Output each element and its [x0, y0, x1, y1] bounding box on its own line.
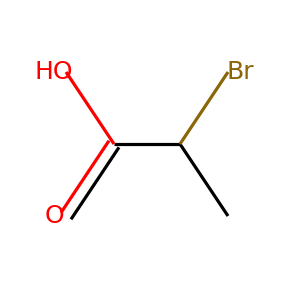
Text: HO: HO — [35, 60, 73, 84]
Text: Br: Br — [226, 60, 254, 84]
Text: O: O — [44, 204, 64, 228]
